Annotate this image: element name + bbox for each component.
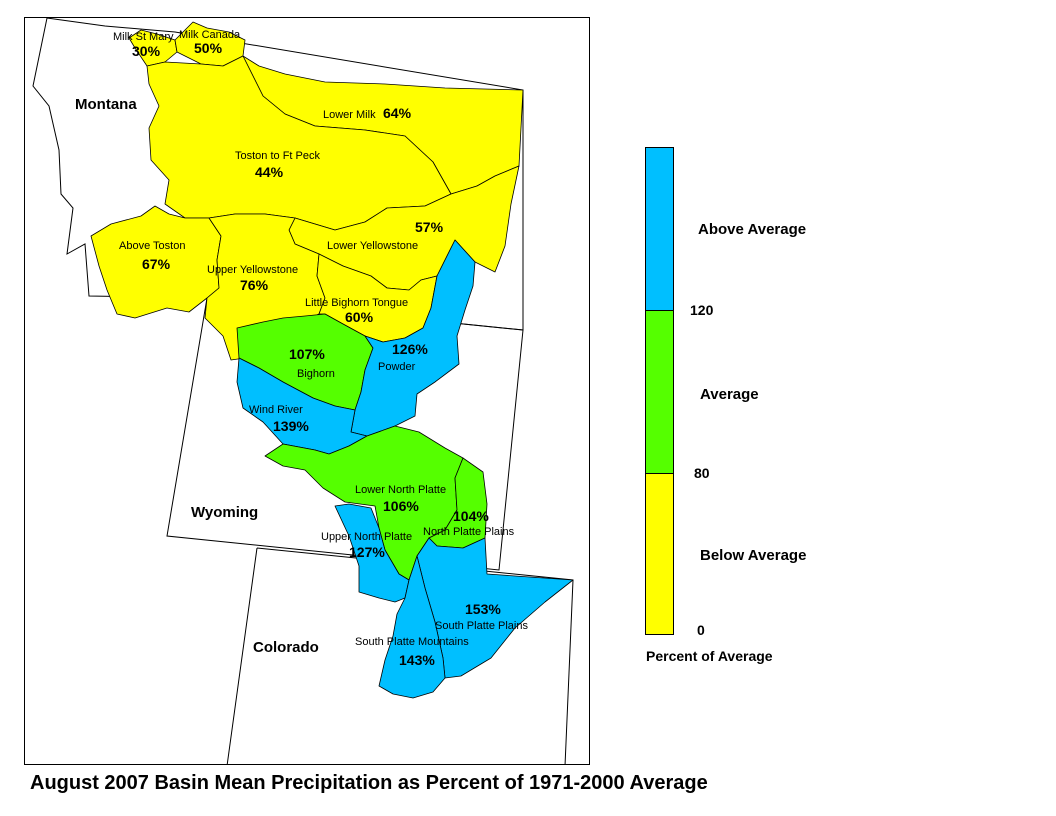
legend-tick-0: 0 [697, 622, 705, 638]
legend-label-average: Average [700, 386, 759, 403]
basin-name-toston-to-ft-peck: Toston to Ft Peck [235, 150, 320, 162]
basin-percent-upper-yellowstone: 76% [240, 277, 269, 293]
basin-milk-canada[interactable] [174, 21, 246, 67]
legend-swatch-below [645, 473, 674, 635]
legend-tick-80: 80 [694, 465, 710, 481]
basin-name-above-toston: Above Toston [119, 240, 185, 252]
basin-name-upper-north-platte: Upper North Platte [321, 531, 412, 543]
basin-name-upper-yellowstone: Upper Yellowstone [207, 264, 298, 276]
basin-powder[interactable] [350, 239, 476, 437]
basin-percent-milk-st-mary: 30% [132, 43, 161, 59]
basin-percent-toston-to-ft-peck: 44% [255, 164, 284, 180]
basin-name-lower-north-platte: Lower North Platte [355, 484, 446, 496]
basin-name-south-platte-mountains: South Platte Mountains [355, 636, 469, 648]
basin-percent-south-platte-plains: 153% [465, 601, 501, 617]
montana-boundary [32, 18, 524, 331]
basin-percent-upper-north-platte: 127% [349, 544, 385, 560]
basin-name-milk-canada: Milk Canada [179, 29, 241, 41]
basin-percent-lower-milk: 64% [383, 105, 412, 121]
basin-percent-lower-yellowstone: 57% [415, 219, 444, 235]
map-caption: August 2007 Basin Mean Precipitation as … [30, 772, 708, 794]
basin-percent-wind-river: 139% [273, 418, 309, 434]
basin-name-south-platte-plains: South Platte Plains [435, 620, 528, 632]
legend-label-above: Above Average [698, 221, 807, 238]
state-label-colorado: Colorado [253, 639, 319, 656]
basin-polygons [90, 21, 574, 699]
basin-name-lower-yellowstone: Lower Yellowstone [327, 240, 418, 252]
basin-name-wind-river: Wind River [249, 404, 303, 416]
state-labels: Montana Wyoming Colorado [75, 96, 319, 656]
basin-percent-bighorn: 107% [289, 346, 325, 362]
basin-percent-above-toston: 67% [142, 256, 171, 272]
basin-percent-little-bighorn-tongue: 60% [345, 309, 374, 325]
basin-south-platte-mountains[interactable] [378, 555, 446, 699]
legend-swatch-average [645, 310, 674, 474]
basin-name-powder: Powder [378, 361, 416, 373]
basin-name-little-bighorn-tongue: Little Bighorn Tongue [305, 297, 408, 309]
basin-percent-north-platte-plains: 104% [453, 508, 489, 524]
basin-name-bighorn: Bighorn [297, 368, 335, 380]
basin-name-lower-milk: Lower Milk [323, 109, 376, 121]
basin-percent-powder: 126% [392, 341, 428, 357]
basin-name-milk-st-mary: Milk St Mary [113, 31, 174, 43]
state-label-wyoming: Wyoming [191, 504, 258, 521]
legend-title: Percent of Average [646, 648, 773, 664]
basin-name-north-platte-plains: North Platte Plains [423, 526, 515, 538]
legend-tick-120: 120 [690, 302, 714, 318]
basin-percent-milk-canada: 50% [194, 40, 223, 56]
basin-percent-south-platte-mountains: 143% [399, 652, 435, 668]
basin-percent-lower-north-platte: 106% [383, 498, 419, 514]
state-label-montana: Montana [75, 96, 137, 113]
basin-map: Montana Wyoming Colorado Milk St Mary 30… [32, 18, 574, 764]
map-frame: Montana Wyoming Colorado Milk St Mary 30… [24, 17, 590, 765]
legend-label-below: Below Average [700, 547, 807, 564]
basin-labels: Milk St Mary 30% Milk Canada 50% Lower M… [113, 29, 528, 668]
legend-swatch-above [645, 147, 674, 311]
